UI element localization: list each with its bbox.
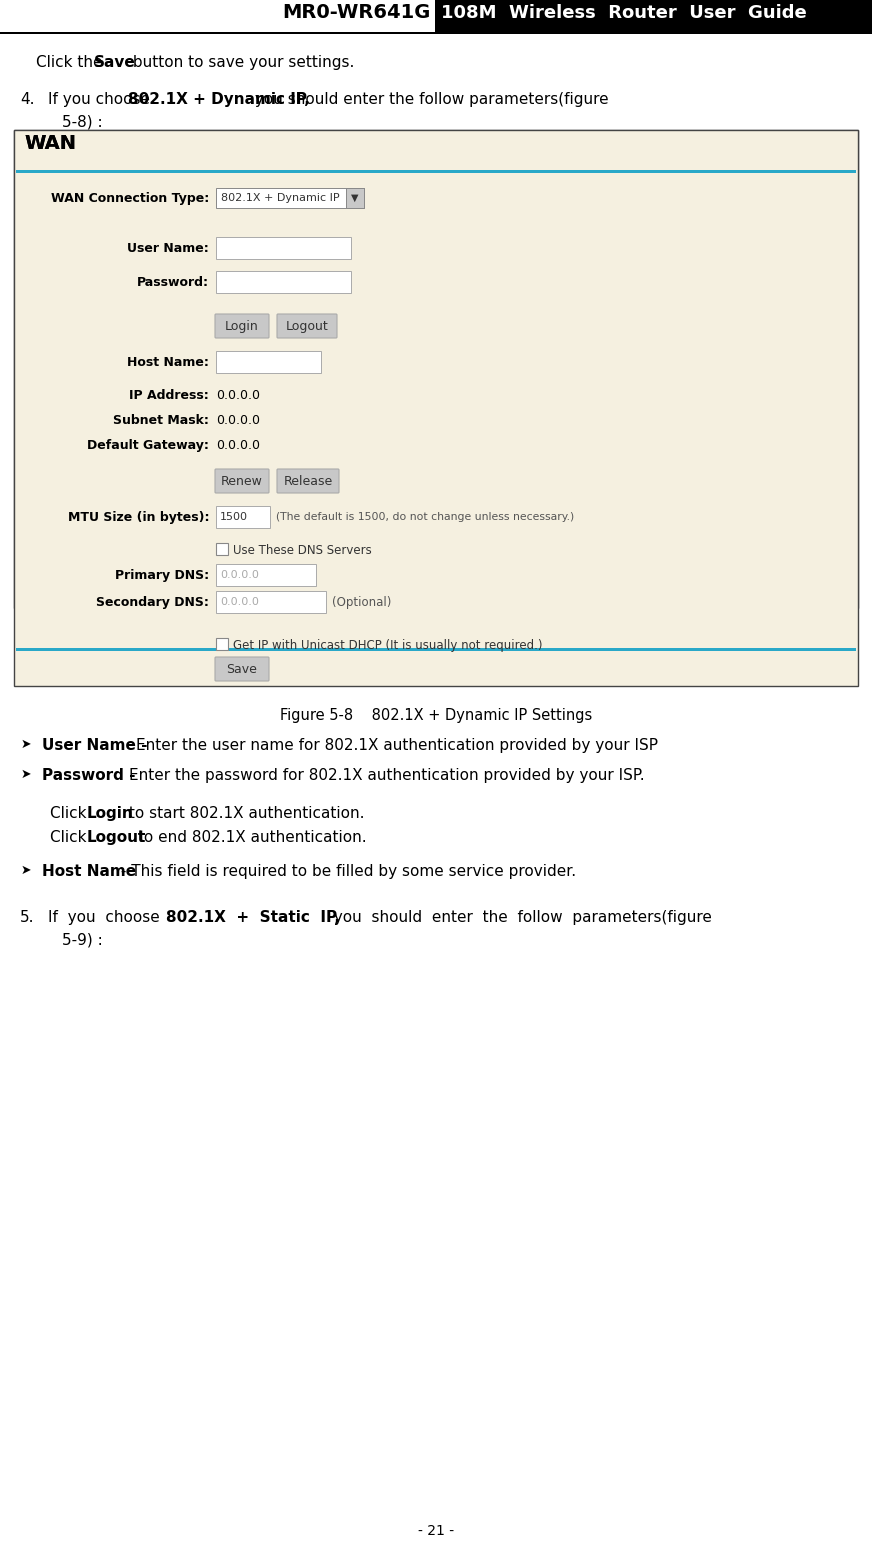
Bar	[216, 271, 351, 293]
Text: Release: Release	[283, 475, 332, 488]
Text: Password -: Password -	[42, 768, 140, 784]
Text: 0.0.0.0: 0.0.0.0	[220, 570, 259, 580]
Text: to end 802.1X authentication.: to end 802.1X authentication.	[133, 830, 366, 844]
Text: Subnet Mask:: Subnet Mask:	[113, 413, 209, 427]
Text: 5-8) :: 5-8) :	[62, 114, 103, 129]
Text: 0.0.0.0: 0.0.0.0	[216, 438, 260, 452]
Text: Use These DNS Servers: Use These DNS Servers	[233, 544, 371, 556]
Text: WAN Connection Type:: WAN Connection Type:	[51, 192, 209, 204]
Text: ▼: ▼	[351, 193, 358, 203]
Text: Figure 5-8    802.1X + Dynamic IP Settings: Figure 5-8 802.1X + Dynamic IP Settings	[280, 707, 592, 723]
Bar	[14, 129, 858, 608]
Text: Save: Save	[94, 55, 136, 70]
Text: you  should  enter  the  follow  parameters(figure: you should enter the follow parameters(f…	[324, 910, 712, 925]
Text: 1500: 1500	[220, 513, 248, 522]
Text: MTU Size (in bytes):: MTU Size (in bytes):	[67, 511, 209, 523]
Bar	[216, 544, 228, 555]
Text: 5-9) :: 5-9) :	[62, 932, 103, 947]
Text: ➤: ➤	[21, 768, 31, 781]
Text: Logout: Logout	[87, 830, 146, 844]
Text: you should enter the follow parameters(figure: you should enter the follow parameters(f…	[250, 92, 609, 108]
Text: Click: Click	[50, 830, 92, 844]
Bar	[0, 0, 872, 33]
Text: Login: Login	[225, 319, 259, 332]
Bar	[0, 33, 872, 34]
Text: 4.: 4.	[20, 92, 35, 108]
Bar	[216, 506, 270, 528]
Text: User Name:: User Name:	[127, 241, 209, 254]
Bar	[216, 237, 351, 259]
Text: Enter the password for 802.1X authentication provided by your ISP.: Enter the password for 802.1X authentica…	[129, 768, 644, 784]
FancyBboxPatch shape	[277, 315, 337, 338]
Text: WAN: WAN	[24, 134, 76, 153]
Text: Password:: Password:	[137, 276, 209, 288]
Text: - This field is required to be filled by some service provider.: - This field is required to be filled by…	[116, 865, 576, 879]
Text: 0.0.0.0: 0.0.0.0	[220, 597, 259, 608]
Text: Enter the user name for 802.1X authentication provided by your ISP: Enter the user name for 802.1X authentic…	[136, 738, 658, 753]
Text: Secondary DNS:: Secondary DNS:	[96, 595, 209, 609]
Text: Host Name:: Host Name:	[127, 355, 209, 369]
FancyBboxPatch shape	[215, 657, 269, 681]
Bar	[16, 170, 856, 173]
Text: 108M  Wireless  Router  User  Guide: 108M Wireless Router User Guide	[441, 5, 807, 22]
Text: Default Gateway:: Default Gateway:	[87, 438, 209, 452]
Text: ➤: ➤	[21, 865, 31, 877]
Bar	[346, 189, 364, 209]
Text: MR0-WR641G: MR0-WR641G	[283, 3, 431, 22]
Bar	[14, 129, 858, 686]
Text: Get IP with Unicast DHCP (It is usually not required.): Get IP with Unicast DHCP (It is usually …	[233, 639, 542, 651]
Text: Login: Login	[87, 805, 133, 821]
Bar	[16, 170, 856, 173]
Text: 802.1X + Dynamic IP,: 802.1X + Dynamic IP,	[128, 92, 310, 108]
Text: 0.0.0.0: 0.0.0.0	[216, 388, 260, 402]
Bar	[216, 637, 228, 650]
Text: 5.: 5.	[20, 910, 35, 925]
Text: 802.1X + Dynamic IP: 802.1X + Dynamic IP	[221, 193, 339, 203]
Text: Logout: Logout	[286, 319, 329, 332]
Text: button to save your settings.: button to save your settings.	[128, 55, 354, 70]
Text: If  you  choose: If you choose	[48, 910, 169, 925]
Text: If you choose: If you choose	[48, 92, 155, 108]
FancyBboxPatch shape	[215, 315, 269, 338]
Text: Primary DNS:: Primary DNS:	[115, 569, 209, 581]
Text: (Optional): (Optional)	[332, 595, 392, 609]
Text: WAN: WAN	[24, 134, 76, 153]
Text: 802.1X  +  Static  IP,: 802.1X + Static IP,	[166, 910, 340, 925]
Bar	[216, 189, 364, 209]
FancyBboxPatch shape	[215, 469, 269, 492]
Bar	[216, 590, 326, 612]
Text: Renew: Renew	[221, 475, 263, 488]
Text: Click the: Click the	[36, 55, 107, 70]
Text: - 21 -: - 21 -	[418, 1524, 454, 1538]
Text: (The default is 1500, do not change unless necessary.): (The default is 1500, do not change unle…	[276, 513, 575, 522]
Bar	[0, 0, 435, 33]
Text: Host Name: Host Name	[42, 865, 136, 879]
FancyBboxPatch shape	[277, 469, 339, 492]
Text: Save: Save	[227, 662, 257, 676]
Text: to start 802.1X authentication.: to start 802.1X authentication.	[124, 805, 364, 821]
Bar	[216, 351, 321, 372]
Bar	[16, 648, 856, 651]
Text: User Name -: User Name -	[42, 738, 153, 753]
Text: IP Address:: IP Address:	[129, 388, 209, 402]
Bar	[216, 564, 316, 586]
Text: 0.0.0.0: 0.0.0.0	[216, 413, 260, 427]
Text: Click: Click	[50, 805, 92, 821]
Text: ➤: ➤	[21, 738, 31, 751]
